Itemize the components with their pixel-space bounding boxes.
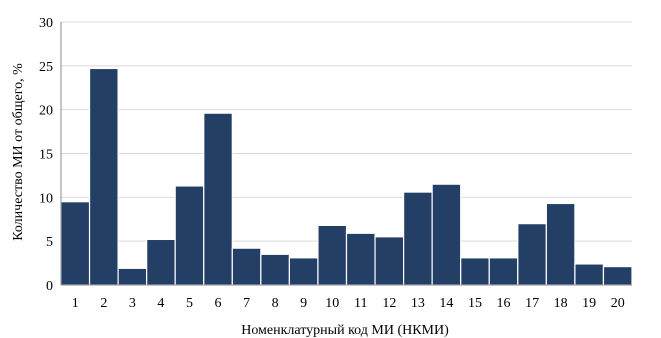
x-axis-title: Номенклатурный код МИ (НКМИ) <box>241 323 449 338</box>
bar <box>517 223 547 286</box>
bar <box>260 253 291 286</box>
x-tick-label: 2 <box>100 296 107 311</box>
x-tick-label: 5 <box>186 296 193 311</box>
bar <box>317 224 348 286</box>
bar <box>431 183 462 286</box>
bar <box>345 232 376 286</box>
x-tick-label: 7 <box>243 296 250 311</box>
bar <box>288 257 319 286</box>
bar <box>602 265 633 286</box>
x-tick-label: 15 <box>468 296 482 311</box>
y-tick-label: 0 <box>46 279 53 294</box>
bar <box>374 236 405 286</box>
y-tick-label: 20 <box>39 104 53 119</box>
y-tick-label: 10 <box>39 191 53 206</box>
x-tick-labels: 1 2 3 4 5 6 7 8 9 10 11 12 13 14 15 16 17 18 19 20 <box>72 296 625 311</box>
x-tick-label: 9 <box>300 296 307 311</box>
x-tick-label: 12 <box>382 296 396 311</box>
bar <box>574 263 605 286</box>
x-tick-label: 1 <box>72 296 79 311</box>
bar <box>403 191 433 286</box>
bar <box>203 112 233 286</box>
x-tick-label: 19 <box>582 296 596 311</box>
y-tick-label: 30 <box>39 16 53 31</box>
y-tick-label: 5 <box>46 235 53 250</box>
bar <box>60 201 91 286</box>
x-tick-label: 11 <box>354 296 367 311</box>
x-tick-label: 10 <box>325 296 339 311</box>
bar <box>460 257 490 286</box>
bar <box>488 257 519 286</box>
x-tick-label: 16 <box>497 296 511 311</box>
bar <box>88 67 119 286</box>
bar <box>545 202 576 286</box>
x-tick-label: 6 <box>215 296 222 311</box>
x-tick-label: 13 <box>411 296 425 311</box>
bars <box>60 67 633 286</box>
bar <box>117 267 148 286</box>
bar <box>231 247 262 286</box>
y-tick-labels: 0 5 10 15 20 25 30 <box>39 16 53 294</box>
x-tick-label: 18 <box>554 296 568 311</box>
x-tick-label: 14 <box>439 296 453 311</box>
x-tick-label: 3 <box>129 296 136 311</box>
y-axis-title: Количество МИ от общего, % <box>11 63 26 241</box>
y-tick-label: 25 <box>39 60 53 75</box>
x-tick-label: 8 <box>272 296 279 311</box>
bar <box>146 238 176 286</box>
y-tick-label: 15 <box>39 148 53 163</box>
x-tick-label: 20 <box>611 296 625 311</box>
x-tick-label: 4 <box>157 296 164 311</box>
bar <box>174 185 205 286</box>
x-tick-label: 17 <box>525 296 539 311</box>
